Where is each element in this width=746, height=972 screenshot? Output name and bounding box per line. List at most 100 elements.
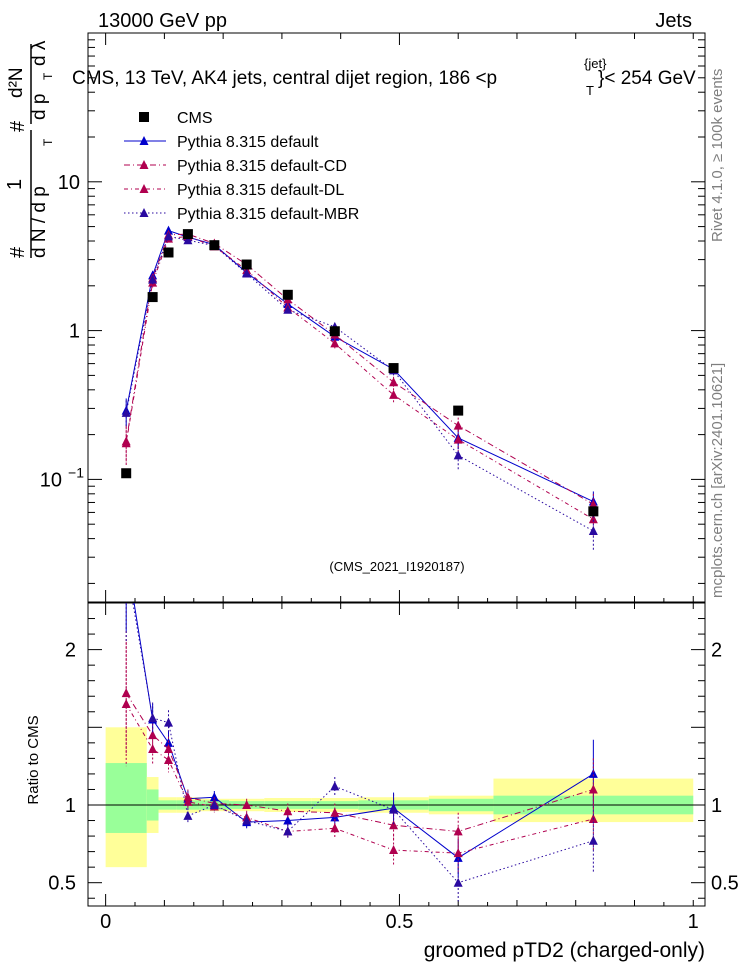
main-data-point	[453, 420, 463, 430]
legend: CMS Pythia 8.315 default Pythia 8.315 defa…	[124, 110, 359, 223]
ylabel-T1: T	[41, 138, 55, 146]
ratio-data-point	[389, 820, 399, 830]
legend-marker	[139, 112, 149, 122]
axes-ticks: 10 −1 1 10 0.5 0.5 1 1 2 2 0 0.5 1	[40, 32, 739, 933]
ratio-ylabel: Ratio to CMS	[25, 715, 42, 804]
ratio-data-point	[283, 826, 293, 836]
ratio-data-point	[242, 800, 252, 809]
legend-label: Pythia 8.315 default	[177, 134, 319, 151]
ratio-data-point	[164, 754, 174, 764]
ratio-data-point	[330, 823, 340, 833]
ratio-data-point	[453, 826, 463, 836]
cms-data-point	[588, 506, 599, 517]
ratio-data-point	[283, 815, 293, 825]
analysis-watermark: (CMS_2021_I1920187)	[329, 559, 464, 574]
title-tail: }< 254 GeV	[598, 68, 696, 89]
ratio-data-point	[209, 800, 219, 809]
cms-data-point	[453, 405, 464, 416]
main-data-point	[588, 514, 598, 524]
ratio-y-tick-label: 0.5	[48, 873, 76, 895]
main-data-point	[588, 499, 598, 509]
uncertainty-band-inner	[105, 763, 147, 833]
ratio-y-tick-label-right: 0.5	[711, 873, 739, 895]
main-data-point	[389, 389, 399, 399]
legend-marker	[139, 136, 149, 145]
cms-data-point	[163, 247, 174, 258]
ylabel-dN: d N / d p	[29, 186, 50, 258]
ratio-data-point	[453, 848, 463, 858]
ratio-data-point	[209, 792, 219, 802]
main-ylabel: # 1 d N / d p T # d²N d p T d λ	[4, 40, 55, 258]
cms-data-point	[282, 289, 293, 300]
main-series-line	[125, 235, 594, 520]
ratio-y-tick-label-right: 2	[711, 640, 722, 662]
main-data-point	[121, 438, 131, 448]
title-sup: {jet}	[584, 56, 607, 71]
main-series	[121, 225, 599, 552]
ratio-data-point	[148, 744, 158, 754]
ratio-series	[121, 603, 598, 902]
x-tick-label: 1	[688, 911, 699, 933]
plot-title: CMS, 13 TeV, AK4 jets, central dijet reg…	[72, 68, 497, 89]
main-data-point	[330, 338, 340, 348]
main-data-point	[121, 407, 131, 417]
ratio-bands	[105, 727, 694, 868]
legend-label: Pythia 8.315 default-MBR	[177, 206, 359, 223]
ylabel-dpT: d p	[29, 94, 50, 120]
cms-data-point	[329, 326, 340, 337]
legend-marker	[139, 160, 149, 169]
ratio-y-tick-label: 1	[65, 795, 76, 817]
ratio-data-point	[588, 768, 598, 778]
ratio-data-point	[148, 712, 158, 722]
cms-data-point	[121, 468, 132, 479]
ratio-data-point	[453, 877, 463, 887]
ylabel-T2: T	[41, 72, 55, 80]
ratio-data-point	[183, 792, 193, 802]
x-tick-label: 0	[100, 911, 111, 933]
main-series-line	[125, 235, 594, 532]
legend-label: Pythia 8.315 default-DL	[177, 182, 344, 199]
process-label: Jets	[655, 10, 692, 32]
ratio-y-tick-label: 2	[65, 640, 76, 662]
ylabel-dlambda: d λ	[29, 40, 50, 66]
main-data-point	[242, 268, 252, 278]
cms-data-point	[388, 363, 399, 374]
cms-data-point	[147, 292, 158, 303]
main-data-point	[183, 235, 193, 245]
main-series-line	[125, 233, 594, 505]
cms-data-point	[182, 229, 193, 240]
ratio-data-point	[453, 852, 463, 862]
ratio-data-point	[242, 815, 252, 825]
legend-label: CMS	[177, 110, 213, 127]
main-data-point	[588, 526, 598, 536]
main-data-point	[389, 377, 399, 387]
main-y-tick-label: 1	[69, 321, 80, 343]
ratio-y-tick-label-right: 1	[711, 795, 722, 817]
rivet-label: Rivet 4.1.0, ≥ 100k events	[709, 69, 726, 242]
title-sub: T	[586, 83, 594, 98]
ylabel-hash2: #	[7, 120, 29, 132]
x-tick-label: 0.5	[386, 911, 414, 933]
cms-data-point	[241, 259, 252, 270]
ratio-series-line	[132, 603, 594, 884]
ylabel-d2N: d²N	[6, 67, 27, 98]
main-data-point	[283, 304, 293, 314]
ratio-data-point	[330, 807, 340, 817]
legend-marker	[139, 184, 149, 193]
main-data-point	[453, 434, 463, 444]
ratio-data-point	[164, 717, 174, 727]
main-y-tick-label: 10	[58, 172, 80, 194]
main-data-point	[148, 274, 158, 284]
mcplots-label: mcplots.cern.ch [arXiv:2401.10621]	[709, 363, 726, 598]
main-y-tick-exponent: −1	[68, 464, 84, 480]
energy-label: 13000 GeV pp	[98, 10, 227, 32]
cms-data-point	[209, 240, 220, 251]
ratio-data-point	[183, 810, 193, 820]
legend-label: Pythia 8.315 default-CD	[177, 158, 347, 175]
ylabel-hash1: #	[7, 246, 29, 258]
ratio-data-point	[330, 781, 340, 791]
main-data-point	[453, 450, 463, 460]
ratio-data-point	[389, 845, 399, 855]
ratio-frame	[87, 602, 706, 907]
